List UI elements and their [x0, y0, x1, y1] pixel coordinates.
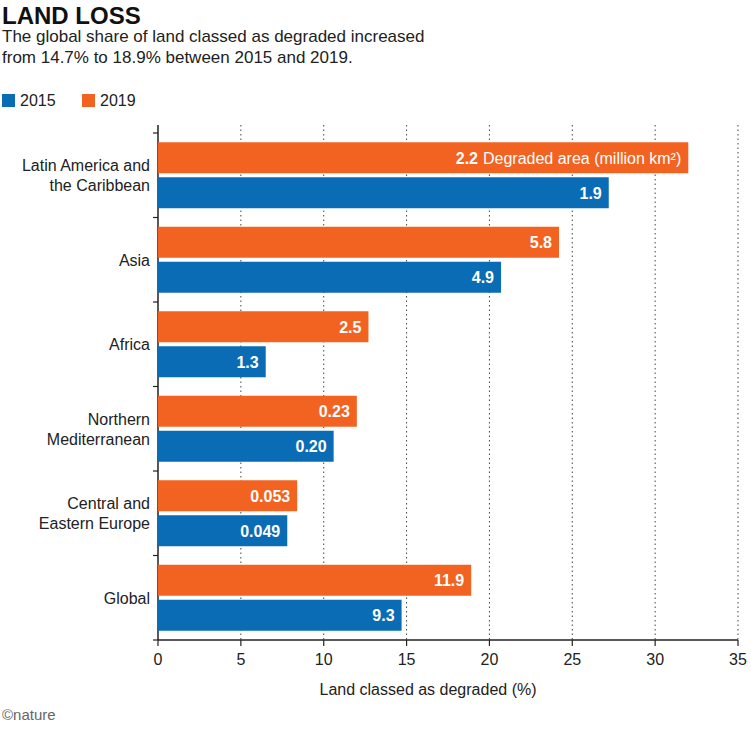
area-label: 5.8: [530, 234, 552, 251]
bar: [158, 346, 266, 377]
area-label: 2.2: [456, 150, 478, 167]
chart: LAND LOSSThe global share of land classe…: [0, 0, 751, 731]
tick-label: 25: [563, 651, 581, 668]
bar: [158, 396, 357, 427]
category-line: Northern: [88, 411, 150, 428]
category-line: Global: [104, 590, 150, 607]
category-line: Central and: [67, 495, 150, 512]
tick-mark: [572, 640, 573, 646]
bar: [158, 311, 368, 342]
category-tick: [153, 386, 158, 387]
category-label: Northern Mediterranean: [47, 411, 150, 448]
bar: [158, 142, 688, 173]
annotation: Degraded area (million km²): [483, 150, 681, 167]
tick-mark: [737, 640, 738, 646]
grid-line: [738, 125, 739, 640]
tick-label: 20: [481, 651, 499, 668]
grid-line: [655, 125, 656, 640]
tick-label: 10: [315, 651, 333, 668]
category-line: Africa: [109, 336, 150, 353]
area-label: 0.20: [296, 438, 327, 455]
area-label: 0.23: [319, 403, 350, 420]
category-tick: [153, 555, 158, 556]
tick-mark: [489, 640, 490, 646]
tick-mark: [240, 640, 241, 646]
category-label: Global: [104, 590, 150, 607]
subtitle-line: The global share of land classed as degr…: [2, 27, 424, 46]
x-axis: [158, 639, 738, 641]
bar: [158, 480, 297, 511]
category-line: Asia: [119, 252, 150, 269]
category-label: Central and Eastern Europe: [39, 495, 150, 532]
category-tick: [153, 470, 158, 471]
category-label: Africa: [109, 336, 150, 353]
category-line: the Caribbean: [49, 177, 150, 194]
labels: Latin America and the Caribbean 1.9 Degrade…: [22, 150, 681, 625]
subtitle: The global share of land classed as degr…: [2, 27, 424, 67]
area-label: 2.5: [339, 319, 361, 336]
category-line: Latin America and: [22, 157, 150, 174]
category-label: Asia: [119, 252, 150, 269]
bar: [158, 515, 287, 546]
bars: [158, 142, 688, 631]
x-axis-label: Land classed as degraded (%): [319, 681, 536, 698]
legend-label: 2015: [20, 92, 56, 109]
tick-mark: [655, 640, 656, 646]
tick-mark: [157, 640, 158, 646]
tick-label: 5: [236, 651, 245, 668]
tick-label: 30: [646, 651, 664, 668]
bar: [158, 227, 559, 258]
bar: [158, 262, 501, 293]
category-tick: [153, 639, 158, 640]
category-tick: [153, 217, 158, 218]
bar: [158, 431, 334, 462]
area-label: 0.049: [240, 523, 280, 540]
area-label: 4.9: [472, 269, 494, 286]
tick-label: 15: [398, 651, 416, 668]
category-tick: [153, 301, 158, 302]
legend-label: 2019: [100, 92, 136, 109]
area-label: 11.9: [434, 572, 464, 589]
bar: [158, 177, 609, 208]
bar: [158, 565, 471, 596]
subtitle-line: from 14.7% to 18.9% between 2015 and 201…: [2, 48, 353, 67]
area-label: 0.053: [250, 488, 290, 505]
bar: [158, 600, 402, 631]
legend-swatch: [82, 94, 95, 107]
tick-label: 0: [154, 651, 163, 668]
legend-swatch: [2, 94, 15, 107]
category-label: Latin America and the Caribbean: [22, 157, 150, 194]
category-line: Mediterranean: [47, 431, 150, 448]
tick-mark: [406, 640, 407, 646]
title: LAND LOSS: [2, 2, 141, 29]
credit: ©nature: [2, 706, 56, 723]
tick-mark: [323, 640, 324, 646]
tick-label: 35: [729, 651, 747, 668]
area-label: 9.3: [372, 607, 394, 624]
area-label: 1.9: [579, 185, 601, 202]
area-label: 1.3: [236, 354, 258, 371]
category-line: Eastern Europe: [39, 515, 150, 532]
category-tick: [153, 132, 158, 133]
